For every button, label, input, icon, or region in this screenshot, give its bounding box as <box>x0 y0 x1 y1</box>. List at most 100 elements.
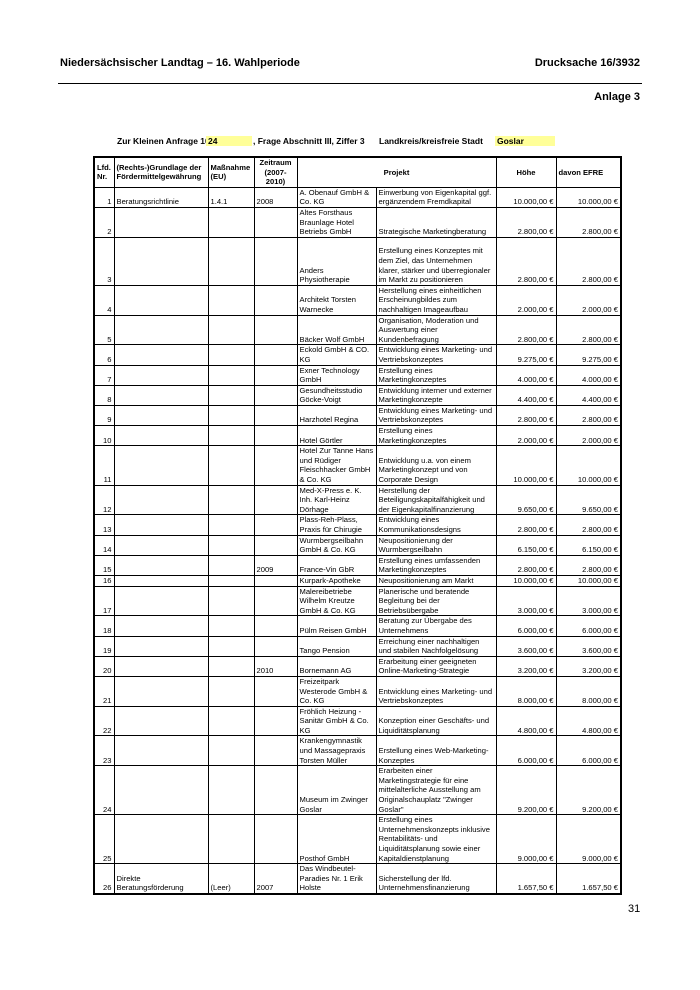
table-row: 10 Hotel Görtler Erstellung eines Marketin… <box>93 425 622 447</box>
project-description: Planerische und beratende Begleitung bei… <box>375 585 497 617</box>
amount: 6.150,00 € <box>495 534 557 556</box>
row-number: 22 <box>93 705 115 737</box>
row-number: 21 <box>93 675 115 707</box>
row-number: 17 <box>93 585 115 617</box>
funding-basis <box>113 364 209 386</box>
period <box>253 236 298 286</box>
table-row: 1 Beratungsrichtlinie 1.4.1 2008 A. Obenauf … <box>93 186 622 208</box>
company: Anders Physiotherapie <box>296 236 377 286</box>
row-number: 18 <box>93 615 115 637</box>
measure <box>207 705 255 737</box>
amount: 8.000,00 € <box>495 675 557 707</box>
table-row: 9 Harzhotel Regina Entwicklung eines Marke… <box>93 404 622 427</box>
table-row: 26 Direkte Beratungsförderung (Leer) 2007 Da… <box>93 863 622 895</box>
row-number: 12 <box>93 484 115 516</box>
col-number: Lfd. Nr. <box>93 156 115 188</box>
measure <box>207 655 255 677</box>
table-row: 25 Posthof GmbH Erstellung eines Unternehm… <box>93 814 622 865</box>
project-description: Entwicklung eines Kommunikationsdesigns <box>375 514 497 536</box>
efre-amount: 3.000,00 € <box>555 585 622 617</box>
measure <box>207 514 255 536</box>
efre-amount: 6.000,00 € <box>555 735 622 767</box>
query-label: Zur Kleinen Anfrage 10 <box>117 136 210 146</box>
amount: 3.600,00 € <box>495 635 557 657</box>
company: Altes Forsthaus Braunlage Hotel Betriebs… <box>296 206 377 238</box>
period <box>253 574 298 587</box>
funding-basis <box>113 655 209 677</box>
project-description: Konzeption einer Geschäfts- und Liquidit… <box>375 705 497 737</box>
measure <box>207 554 255 576</box>
period: 2008 <box>253 186 298 208</box>
funding-basis: Direkte Beratungsförderung <box>113 863 209 895</box>
table-row: 5 Bäcker Wolf GmbH Organisation, Moderatio… <box>93 314 622 346</box>
efre-amount: 10.000,00 € <box>555 574 622 587</box>
funding-basis <box>113 445 209 486</box>
project-description: Einwerbung von Eigenkapital ggf. ergänze… <box>375 186 497 208</box>
funding-basis <box>113 534 209 556</box>
col-basis: (Rechts-)Grundlage der Fördermittelgewäh… <box>113 156 209 188</box>
amount: 10.000,00 € <box>495 574 557 587</box>
table-row: 16 Kurpark-Apotheke Neupositionierung am M… <box>93 574 622 587</box>
amount: 3.200,00 € <box>495 655 557 677</box>
efre-amount: 2.800,00 € <box>555 554 622 576</box>
period <box>253 484 298 516</box>
row-number: 26 <box>93 863 115 895</box>
project-description: Erstellung eines Unternehmenskonzepts in… <box>375 814 497 865</box>
company: A. Obenauf GmbH & Co. KG <box>296 186 377 208</box>
amount: 2.800,00 € <box>495 404 557 427</box>
table-row: 22 Fröhlich Heizung - Sanitär GmbH & Co. … <box>93 705 622 737</box>
period <box>253 344 298 366</box>
measure <box>207 236 255 286</box>
efre-amount: 3.200,00 € <box>555 655 622 677</box>
company: Hotel Görtler <box>296 425 377 447</box>
project-description: Organisation, Moderation und Auswertung … <box>375 314 497 346</box>
table-header: Lfd. Nr. (Rechts-)Grundlage der Fördermi… <box>93 156 622 188</box>
amount: 1.657,50 € <box>495 863 557 895</box>
table-row: 2 Altes Forsthaus Braunlage Hotel Betrieb… <box>93 206 622 238</box>
efre-amount: 1.657,50 € <box>555 863 622 895</box>
project-description: Erstellung eines Konzeptes mit dem Ziel,… <box>375 236 497 286</box>
period <box>253 425 298 447</box>
measure <box>207 484 255 516</box>
funding-basis <box>113 484 209 516</box>
measure <box>207 735 255 767</box>
table-row: 6 Eckold GmbH & CO. KG Entwicklung eines M… <box>93 344 622 366</box>
efre-amount: 9.275,00 € <box>555 344 622 366</box>
project-description: Neupositionierung am Markt <box>375 574 497 587</box>
measure <box>207 635 255 657</box>
funding-basis <box>113 635 209 657</box>
col-efre: davon EFRE <box>555 156 622 188</box>
measure <box>207 364 255 386</box>
company: Hotel Zur Tanne Hans und Rüdiger Fleisch… <box>296 445 377 486</box>
amount: 6.000,00 € <box>495 735 557 767</box>
company: Fröhlich Heizung - Sanitär GmbH & Co. KG <box>296 705 377 737</box>
table-row: 7 Exner Technology GmbH Erstellung eines M… <box>93 364 622 386</box>
funding-table: Lfd. Nr. (Rechts-)Grundlage der Fördermi… <box>93 156 622 895</box>
efre-amount: 9.000,00 € <box>555 814 622 865</box>
col-project: Projekt <box>296 156 497 188</box>
company: Tango Pension <box>296 635 377 657</box>
amount: 9.650,00 € <box>495 484 557 516</box>
table-row: 4 Architekt Torsten Warnecke Herstellung e… <box>93 284 622 316</box>
header-divider <box>58 83 642 84</box>
period <box>253 705 298 737</box>
period <box>253 814 298 865</box>
efre-amount: 4.000,00 € <box>555 364 622 386</box>
company: Das Windbeutel-Paradies Nr. 1 Erik Holst… <box>296 863 377 895</box>
period <box>253 404 298 427</box>
funding-basis <box>113 514 209 536</box>
row-number: 16 <box>93 574 115 587</box>
row-number: 10 <box>93 425 115 447</box>
row-number: 13 <box>93 514 115 536</box>
period <box>253 765 298 816</box>
project-description: Strategische Marketingberatung <box>375 206 497 238</box>
amount: 9.200,00 € <box>495 765 557 816</box>
amount: 9.000,00 € <box>495 814 557 865</box>
period: 2007 <box>253 863 298 895</box>
funding-basis <box>113 404 209 427</box>
company: Pülm Reisen GmbH <box>296 615 377 637</box>
row-number: 5 <box>93 314 115 346</box>
amount: 3.000,00 € <box>495 585 557 617</box>
funding-basis <box>113 425 209 447</box>
funding-basis <box>113 236 209 286</box>
